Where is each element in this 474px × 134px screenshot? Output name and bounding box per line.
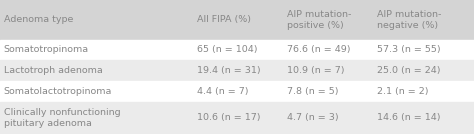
Text: Clinically nonfunctioning
pituitary adenoma: Clinically nonfunctioning pituitary aden…: [4, 108, 120, 128]
Text: 2.1 (n = 2): 2.1 (n = 2): [377, 87, 428, 96]
Text: 7.8 (n = 5): 7.8 (n = 5): [287, 87, 338, 96]
Text: 25.0 (n = 24): 25.0 (n = 24): [377, 66, 440, 75]
Text: AIP mutation-
negative (%): AIP mutation- negative (%): [377, 10, 441, 30]
Text: 57.3 (n = 55): 57.3 (n = 55): [377, 45, 440, 54]
Text: All FIPA (%): All FIPA (%): [197, 15, 251, 24]
Text: 4.4 (n = 7): 4.4 (n = 7): [197, 87, 248, 96]
Bar: [0, 102, 474, 134]
Bar: [0, 0, 474, 40]
Text: 4.7 (n = 3): 4.7 (n = 3): [287, 113, 338, 122]
Text: 14.6 (n = 14): 14.6 (n = 14): [377, 113, 440, 122]
Text: 76.6 (n = 49): 76.6 (n = 49): [287, 45, 350, 54]
Text: 10.6 (n = 17): 10.6 (n = 17): [197, 113, 260, 122]
Text: 10.9 (n = 7): 10.9 (n = 7): [287, 66, 344, 75]
Text: 19.4 (n = 31): 19.4 (n = 31): [197, 66, 260, 75]
Bar: [0, 81, 474, 102]
Text: Somatotropinoma: Somatotropinoma: [4, 45, 89, 54]
Text: 65 (n = 104): 65 (n = 104): [197, 45, 257, 54]
Bar: [0, 40, 474, 60]
Bar: [0, 60, 474, 81]
Text: AIP mutation-
positive (%): AIP mutation- positive (%): [287, 10, 351, 30]
Text: Somatolactotropinoma: Somatolactotropinoma: [4, 87, 112, 96]
Text: Adenoma type: Adenoma type: [4, 15, 73, 24]
Text: Lactotroph adenoma: Lactotroph adenoma: [4, 66, 102, 75]
